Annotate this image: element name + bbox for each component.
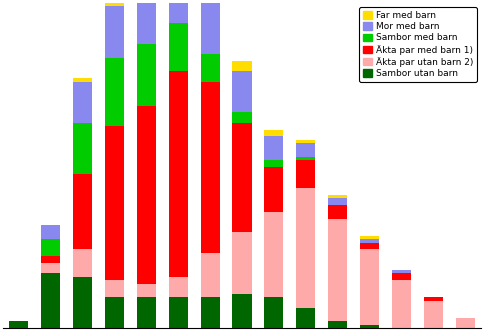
Bar xyxy=(264,212,284,297)
Bar xyxy=(168,23,188,71)
Bar xyxy=(296,157,316,160)
Bar xyxy=(296,140,316,143)
Bar xyxy=(232,232,252,294)
Bar xyxy=(328,195,347,198)
Bar xyxy=(41,273,60,328)
Bar xyxy=(424,301,443,328)
Bar xyxy=(137,297,156,328)
Bar xyxy=(328,198,347,205)
Bar xyxy=(264,160,284,167)
Bar xyxy=(168,71,188,277)
Bar xyxy=(296,143,316,157)
Bar xyxy=(73,277,92,328)
Bar xyxy=(9,321,28,328)
Bar xyxy=(41,256,60,263)
Bar xyxy=(200,0,220,54)
Bar xyxy=(73,174,92,250)
Bar xyxy=(73,81,92,123)
Bar xyxy=(296,308,316,328)
Bar xyxy=(296,188,316,308)
Bar xyxy=(232,113,252,123)
Bar xyxy=(200,54,220,81)
Bar xyxy=(328,205,347,218)
Bar xyxy=(328,321,347,328)
Bar xyxy=(360,243,379,250)
Bar xyxy=(168,0,188,23)
Bar xyxy=(360,250,379,325)
Bar xyxy=(232,61,252,71)
Bar xyxy=(392,273,411,280)
Bar xyxy=(232,123,252,232)
Bar xyxy=(264,297,284,328)
Bar xyxy=(328,218,347,321)
Bar xyxy=(200,81,220,253)
Bar xyxy=(137,284,156,297)
Bar xyxy=(105,6,124,58)
Bar xyxy=(424,297,443,301)
Bar xyxy=(137,106,156,284)
Bar xyxy=(168,277,188,297)
Bar xyxy=(264,129,284,136)
Bar xyxy=(392,270,411,273)
Bar xyxy=(41,239,60,256)
Bar xyxy=(456,318,475,328)
Bar xyxy=(137,44,156,106)
Bar xyxy=(200,297,220,328)
Bar xyxy=(105,58,124,126)
Bar xyxy=(73,123,92,174)
Bar xyxy=(360,239,379,243)
Bar xyxy=(200,253,220,297)
Bar xyxy=(105,0,124,6)
Bar xyxy=(73,250,92,277)
Bar xyxy=(105,297,124,328)
Bar xyxy=(105,280,124,297)
Bar xyxy=(232,71,252,113)
Bar xyxy=(73,78,92,81)
Bar xyxy=(296,160,316,188)
Bar xyxy=(264,167,284,212)
Bar xyxy=(41,263,60,273)
Bar xyxy=(41,225,60,239)
Bar xyxy=(105,126,124,280)
Bar xyxy=(137,0,156,44)
Bar xyxy=(232,294,252,328)
Bar xyxy=(392,280,411,328)
Legend: Far med barn, Mor med barn, Sambor med barn, Äkta par med barn 1), Äkta par utan: Far med barn, Mor med barn, Sambor med b… xyxy=(360,7,477,81)
Bar xyxy=(360,325,379,328)
Bar xyxy=(168,297,188,328)
Bar xyxy=(264,136,284,160)
Bar xyxy=(360,236,379,239)
